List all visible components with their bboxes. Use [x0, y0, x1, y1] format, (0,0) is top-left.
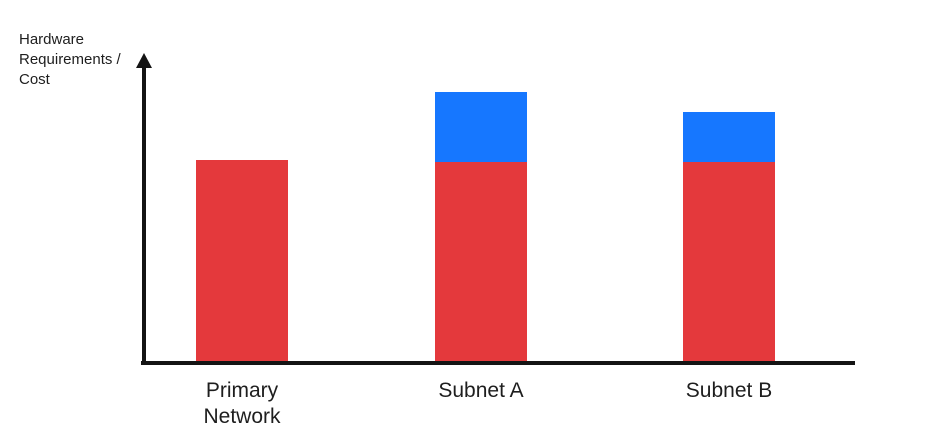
bar-segment-base-requirement-subnet-b [683, 162, 775, 361]
bar-segment-additional-requirement-subnet-a [435, 92, 527, 162]
x-axis-line [141, 361, 855, 365]
bar-group-subnet-b [683, 112, 775, 361]
bar-segment-additional-requirement-subnet-b [683, 112, 775, 162]
bar-group-subnet-a [435, 92, 527, 361]
bar-segment-base-requirement-subnet-a [435, 162, 527, 361]
category-label-subnet-b: Subnet B [685, 379, 773, 402]
y-axis-arrowhead-icon [136, 53, 152, 68]
category-label-subnet-a: Subnet A [438, 379, 524, 402]
category-label-primary-network: Primary Network [203, 379, 281, 428]
bar-group-primary-network [196, 160, 288, 361]
y-axis-line [142, 62, 146, 365]
y-axis-label: Hardware Requirements / Cost [19, 31, 121, 88]
bar-segment-base-requirement-primary-network [196, 160, 288, 361]
